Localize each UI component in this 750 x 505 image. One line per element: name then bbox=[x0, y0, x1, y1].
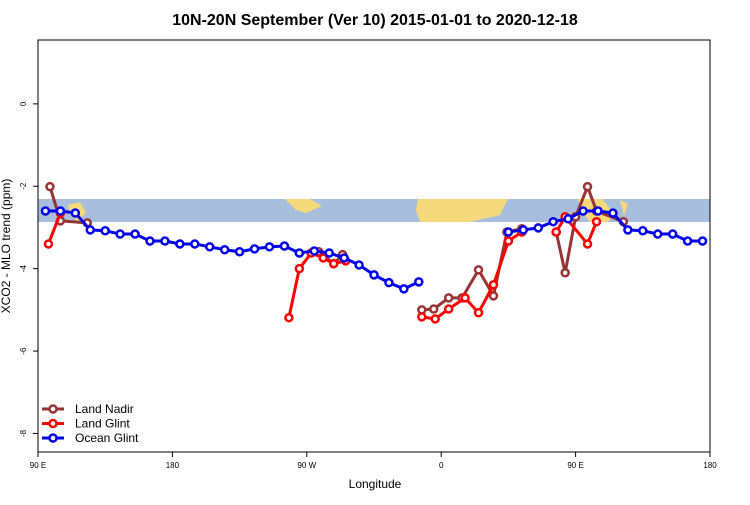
data-point bbox=[294, 248, 305, 258]
data-point bbox=[608, 208, 618, 218]
data-point bbox=[45, 181, 55, 192]
data-point bbox=[443, 304, 454, 314]
data-point bbox=[204, 242, 215, 252]
data-point bbox=[354, 260, 364, 270]
data-point bbox=[369, 270, 379, 280]
data-point bbox=[551, 227, 561, 237]
x-tick-label: 0 bbox=[439, 461, 444, 470]
data-point bbox=[473, 307, 484, 318]
data-point bbox=[518, 225, 529, 235]
legend-label: Land Nadir bbox=[75, 402, 134, 416]
data-point bbox=[473, 265, 484, 275]
data-point bbox=[85, 225, 96, 235]
chart-title: 10N-20N September (Ver 10) 2015-01-01 to… bbox=[172, 12, 578, 29]
data-point bbox=[190, 239, 200, 249]
x-tick-label: 90 E bbox=[30, 461, 46, 470]
data-point bbox=[417, 312, 427, 322]
x-tick-label: 180 bbox=[166, 461, 180, 470]
legend-marker bbox=[48, 404, 58, 414]
data-point bbox=[488, 291, 499, 301]
y-axis-label: XCO2 - MLO trend (ppm) bbox=[0, 179, 13, 314]
land bbox=[285, 199, 322, 213]
data-point bbox=[682, 236, 693, 246]
data-point bbox=[249, 244, 260, 254]
data-point bbox=[460, 293, 470, 303]
data-point bbox=[130, 229, 140, 239]
x-axis-label: Longitude bbox=[349, 477, 402, 491]
data-point bbox=[399, 284, 409, 294]
y-tick-label: -6 bbox=[19, 347, 28, 355]
data-point bbox=[503, 236, 514, 246]
data-point bbox=[593, 206, 603, 216]
x-tick-label: 90 W bbox=[297, 461, 316, 470]
y-tick-label: -2 bbox=[19, 182, 28, 190]
legend-label: Ocean Glint bbox=[75, 431, 139, 445]
data-point bbox=[582, 239, 593, 249]
data-point bbox=[638, 226, 648, 236]
data-point bbox=[43, 239, 54, 249]
x-tick-label: 180 bbox=[703, 461, 717, 470]
data-point bbox=[652, 229, 663, 239]
data-point bbox=[414, 277, 424, 287]
data-point bbox=[578, 206, 588, 216]
data-point bbox=[560, 268, 570, 278]
data-point bbox=[70, 208, 81, 218]
data-point bbox=[503, 227, 514, 237]
data-point bbox=[100, 226, 110, 236]
data-point bbox=[55, 206, 66, 216]
legend-label: Land Glint bbox=[75, 417, 130, 431]
data-point bbox=[160, 236, 170, 246]
data-point bbox=[339, 253, 349, 263]
data-point bbox=[443, 293, 454, 303]
plot-frame bbox=[37, 39, 711, 453]
data-point bbox=[219, 244, 230, 255]
data-point bbox=[430, 314, 440, 324]
data-point bbox=[384, 277, 394, 288]
series-line bbox=[47, 212, 598, 321]
data-point bbox=[591, 216, 602, 227]
data-point bbox=[667, 229, 678, 239]
ocean-strip bbox=[38, 199, 710, 222]
data-point bbox=[115, 229, 125, 239]
data-point bbox=[264, 242, 275, 252]
legend-marker bbox=[48, 433, 58, 443]
land bbox=[620, 200, 628, 216]
data-point bbox=[697, 236, 708, 246]
y-tick-label: -8 bbox=[19, 429, 28, 437]
data-point bbox=[324, 248, 334, 258]
data-point bbox=[294, 263, 305, 274]
data-point bbox=[234, 247, 245, 257]
land bbox=[416, 199, 508, 222]
data-point bbox=[145, 236, 155, 246]
data-point bbox=[623, 225, 633, 235]
data-point bbox=[548, 216, 558, 227]
data-point bbox=[279, 241, 290, 251]
data-point bbox=[175, 239, 185, 249]
data-point bbox=[40, 206, 51, 216]
data-point bbox=[533, 223, 544, 233]
legend-marker bbox=[48, 418, 58, 429]
data-point bbox=[318, 253, 328, 263]
y-tick-label: -4 bbox=[19, 265, 28, 273]
data-point bbox=[428, 304, 439, 314]
data-point bbox=[284, 312, 294, 323]
data-point bbox=[563, 214, 573, 224]
data-point bbox=[309, 246, 320, 256]
y-tick-label: 0 bbox=[19, 101, 28, 106]
x-tick-label: 90 E bbox=[567, 461, 583, 470]
data-point bbox=[582, 181, 593, 192]
data-point bbox=[488, 279, 499, 290]
map-strip bbox=[38, 199, 710, 222]
data-point bbox=[328, 258, 339, 269]
